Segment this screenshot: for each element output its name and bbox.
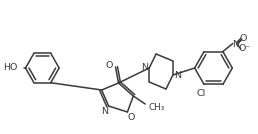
Text: N: N: [141, 64, 148, 72]
Text: N: N: [101, 107, 108, 116]
Text: O: O: [128, 113, 135, 122]
Text: O⁻: O⁻: [238, 44, 251, 53]
Text: CH₃: CH₃: [148, 103, 164, 111]
Text: N: N: [232, 40, 239, 49]
Text: N: N: [174, 70, 181, 79]
Text: O: O: [106, 62, 113, 70]
Text: Cl: Cl: [197, 89, 206, 98]
Text: HO: HO: [3, 64, 18, 72]
Text: O: O: [240, 34, 247, 43]
